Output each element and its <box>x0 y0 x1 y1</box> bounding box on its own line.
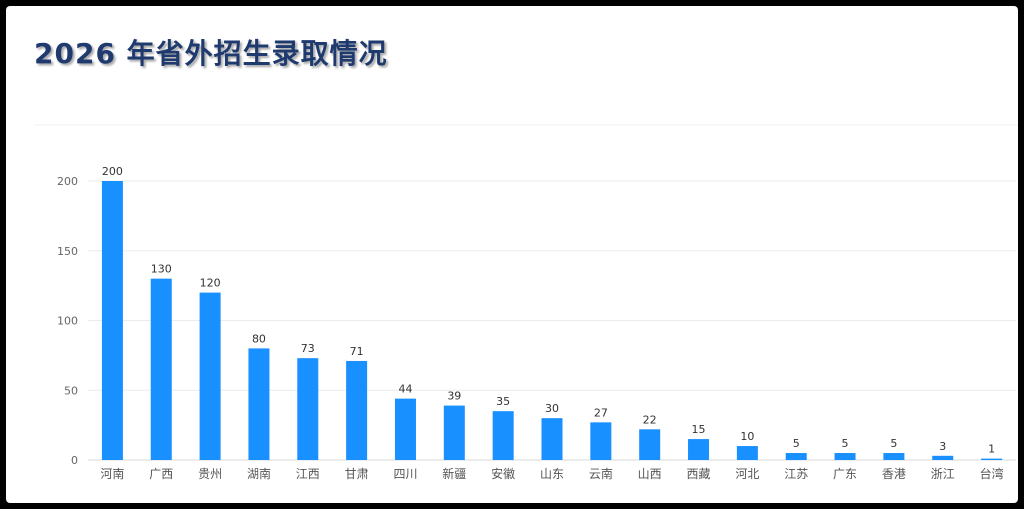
bar[interactable] <box>639 429 661 460</box>
bar[interactable] <box>736 446 758 460</box>
bar[interactable] <box>834 453 856 460</box>
y-tick-label: 100 <box>57 315 78 328</box>
chart-panel: 2026 年省外招生录取情况 0 50 100 150 200 200 130 120 80 7… <box>6 6 1018 503</box>
x-tick-label: 四川 <box>393 467 417 481</box>
x-tick-label: 香港 <box>882 467 906 481</box>
bar[interactable] <box>199 292 221 460</box>
x-tick-label: 江苏 <box>784 467 808 481</box>
bar[interactable] <box>394 398 416 460</box>
data-label: 3 <box>939 440 946 453</box>
x-tick-label: 台湾 <box>980 466 1004 481</box>
x-axis: 河南 广西 贵州 湖南 江西 甘肃 四川 新疆 安徽 山东 云南 山西 西藏 河北 江苏 广东 香港 浙江 台湾 <box>100 466 1003 481</box>
x-tick-label: 安徽 <box>491 466 515 481</box>
bar[interactable] <box>590 422 612 460</box>
data-label: 130 <box>151 263 172 276</box>
x-tick-label: 江西 <box>296 467 320 481</box>
bar[interactable] <box>443 405 465 460</box>
bars <box>101 181 1003 460</box>
x-tick-label: 广东 <box>833 467 857 481</box>
x-tick-label: 甘肃 <box>345 467 369 481</box>
x-tick-label: 西藏 <box>687 467 711 481</box>
x-tick-label: 贵州 <box>198 467 222 481</box>
x-tick-label: 山东 <box>540 467 564 481</box>
bar[interactable] <box>981 458 1003 460</box>
data-label: 22 <box>643 413 657 426</box>
bar[interactable] <box>297 358 319 460</box>
bar[interactable] <box>492 411 514 460</box>
x-tick-label: 山西 <box>638 467 662 481</box>
bar[interactable] <box>101 181 123 460</box>
x-tick-label: 广西 <box>149 467 173 481</box>
data-label: 39 <box>447 390 461 403</box>
data-label: 5 <box>793 437 800 450</box>
data-label: 80 <box>252 332 266 345</box>
bar[interactable] <box>883 453 905 460</box>
data-label: 120 <box>200 277 221 290</box>
data-labels: 200 130 120 80 73 71 44 39 35 30 27 22 15 10 5 5 5 3 1 <box>102 165 995 456</box>
data-label: 5 <box>842 437 849 450</box>
data-label: 1 <box>988 443 995 456</box>
x-tick-label: 浙江 <box>931 467 955 481</box>
data-label: 5 <box>890 437 897 450</box>
bar[interactable] <box>346 360 368 460</box>
y-tick-label: 150 <box>57 245 78 258</box>
data-label: 30 <box>545 402 559 415</box>
y-axis: 0 50 100 150 200 <box>57 175 78 467</box>
x-tick-label: 湖南 <box>247 466 271 481</box>
y-tick-label: 200 <box>57 175 78 188</box>
bar[interactable] <box>150 278 172 460</box>
bar[interactable] <box>932 455 954 460</box>
data-label: 10 <box>740 430 754 443</box>
x-tick-label: 河北 <box>735 467 759 481</box>
y-tick-label: 0 <box>71 454 78 467</box>
bar[interactable] <box>541 418 563 460</box>
data-label: 73 <box>301 342 315 355</box>
data-label: 44 <box>398 383 412 396</box>
bar[interactable] <box>688 439 710 460</box>
y-tick-label: 50 <box>64 384 78 397</box>
page-title: 2026 年省外招生录取情况 <box>34 37 388 70</box>
data-label: 35 <box>496 395 510 408</box>
x-tick-label: 河南 <box>100 466 124 481</box>
x-tick-label: 云南 <box>589 466 613 481</box>
data-label: 27 <box>594 406 608 419</box>
bar[interactable] <box>248 348 270 460</box>
data-label: 15 <box>692 423 706 436</box>
bar[interactable] <box>785 453 807 460</box>
data-label: 71 <box>350 345 364 358</box>
x-tick-label: 新疆 <box>442 466 466 481</box>
data-label: 200 <box>102 165 123 178</box>
